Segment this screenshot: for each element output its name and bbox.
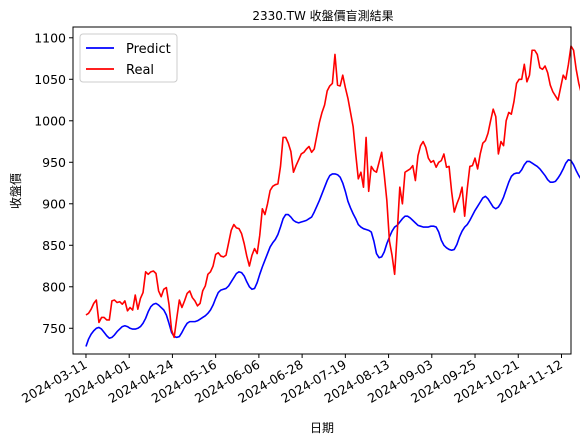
y-tick-label: 950: [42, 155, 66, 170]
y-tick-label: 900: [42, 196, 66, 211]
y-tick-label: 1000: [34, 113, 66, 128]
chart-title: 2330.TW 收盤價盲測結果: [252, 8, 393, 23]
legend-label-real: Real: [126, 63, 154, 78]
y-axis: 750 800 850 900 950 1000 1050 1100: [34, 30, 73, 336]
y-axis-label: 收盤價: [9, 173, 23, 209]
y-tick-label: 850: [42, 238, 66, 253]
legend-label-predict: Predict: [126, 42, 171, 57]
series-line-predict: [85, 158, 580, 347]
x-axis: 2024-03-112024-04-012024-04-242024-05-16…: [19, 354, 565, 406]
y-tick-label: 750: [42, 321, 66, 336]
plot-frame: [72, 26, 572, 355]
y-tick-label: 1050: [34, 72, 66, 87]
legend: Predict Real: [79, 33, 178, 83]
plot-area: [85, 45, 580, 347]
x-axis-label: 日期: [310, 421, 334, 435]
y-tick-label: 1100: [34, 30, 66, 45]
series-line-real: [85, 45, 580, 339]
legend-box: [79, 33, 178, 83]
y-tick-label: 800: [42, 279, 66, 294]
